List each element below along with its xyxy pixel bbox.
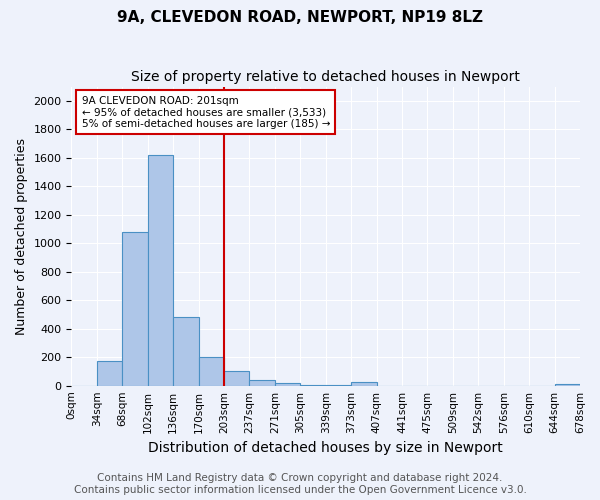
Bar (275, 383, 300, 386)
Bar (224, 372, 250, 386)
Bar (300, 385, 326, 386)
Bar (122, 232, 148, 386)
X-axis label: Distribution of detached houses by size in Newport: Distribution of detached houses by size … (148, 441, 503, 455)
Bar (554, 384, 580, 386)
Bar (199, 357, 224, 386)
Y-axis label: Number of detached properties: Number of detached properties (15, 138, 28, 334)
Bar (173, 318, 199, 386)
Title: Size of property relative to detached houses in Newport: Size of property relative to detached ho… (131, 70, 520, 84)
Bar (250, 380, 275, 386)
Text: 9A CLEVEDON ROAD: 201sqm
← 95% of detached houses are smaller (3,533)
5% of semi: 9A CLEVEDON ROAD: 201sqm ← 95% of detach… (82, 96, 330, 128)
Text: Contains HM Land Registry data © Crown copyright and database right 2024.
Contai: Contains HM Land Registry data © Crown c… (74, 474, 526, 495)
Bar (148, 155, 173, 386)
Text: 9A, CLEVEDON ROAD, NEWPORT, NP19 8LZ: 9A, CLEVEDON ROAD, NEWPORT, NP19 8LZ (117, 10, 483, 25)
Bar (351, 382, 377, 386)
Bar (97, 362, 122, 386)
Bar (326, 385, 351, 386)
